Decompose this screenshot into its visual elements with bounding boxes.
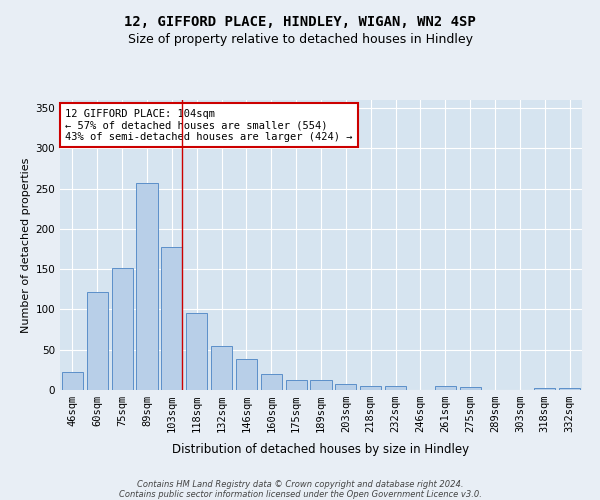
Bar [112, 268, 133, 390]
Text: Contains HM Land Registry data © Crown copyright and database right 2024.
Contai: Contains HM Land Registry data © Crown c… [119, 480, 481, 500]
Bar [534, 388, 555, 390]
Bar [186, 314, 207, 390]
Y-axis label: Number of detached properties: Number of detached properties [21, 158, 31, 332]
Bar [161, 246, 182, 390]
Bar [261, 374, 282, 390]
Bar [385, 386, 406, 390]
Text: 12 GIFFORD PLACE: 104sqm
← 57% of detached houses are smaller (554)
43% of semi-: 12 GIFFORD PLACE: 104sqm ← 57% of detach… [65, 108, 353, 142]
Text: 12, GIFFORD PLACE, HINDLEY, WIGAN, WN2 4SP: 12, GIFFORD PLACE, HINDLEY, WIGAN, WN2 4… [124, 15, 476, 29]
Text: Size of property relative to detached houses in Hindley: Size of property relative to detached ho… [128, 32, 473, 46]
Bar [286, 380, 307, 390]
Bar [211, 346, 232, 390]
Bar [236, 360, 257, 390]
Bar [310, 380, 332, 390]
Bar [62, 372, 83, 390]
Text: Distribution of detached houses by size in Hindley: Distribution of detached houses by size … [172, 442, 470, 456]
Bar [87, 292, 108, 390]
Bar [559, 388, 580, 390]
Bar [335, 384, 356, 390]
Bar [136, 183, 158, 390]
Bar [435, 386, 456, 390]
Bar [360, 386, 381, 390]
Bar [460, 387, 481, 390]
